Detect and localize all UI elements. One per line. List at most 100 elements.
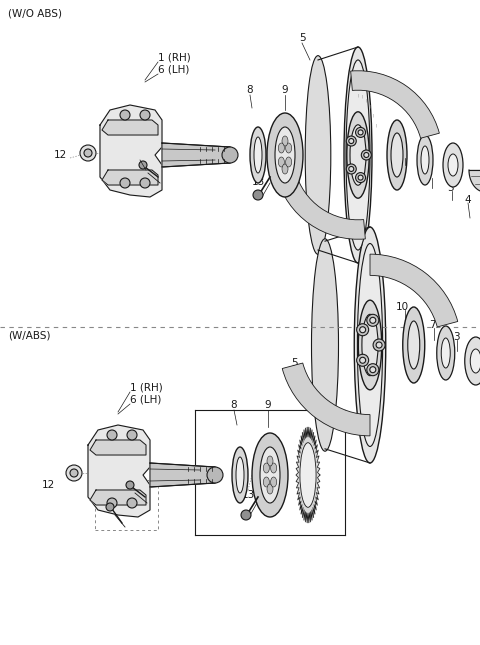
- Ellipse shape: [267, 484, 273, 494]
- Polygon shape: [162, 143, 230, 167]
- Circle shape: [357, 354, 369, 366]
- Ellipse shape: [387, 120, 407, 190]
- Text: 8: 8: [247, 85, 253, 95]
- Polygon shape: [469, 170, 480, 192]
- Ellipse shape: [312, 239, 338, 452]
- Ellipse shape: [260, 447, 280, 503]
- Ellipse shape: [347, 112, 369, 198]
- Text: 11: 11: [94, 498, 107, 508]
- Circle shape: [364, 152, 369, 157]
- Text: 5: 5: [299, 33, 305, 43]
- Polygon shape: [100, 105, 162, 197]
- Text: 13: 13: [252, 177, 264, 187]
- Ellipse shape: [275, 127, 295, 183]
- Ellipse shape: [254, 137, 262, 173]
- Text: |: |: [370, 105, 371, 109]
- Circle shape: [360, 327, 366, 333]
- Circle shape: [370, 367, 376, 373]
- Ellipse shape: [470, 349, 480, 373]
- Polygon shape: [296, 427, 320, 523]
- Ellipse shape: [282, 164, 288, 174]
- Circle shape: [127, 430, 137, 440]
- Polygon shape: [102, 170, 158, 185]
- Polygon shape: [90, 440, 146, 455]
- Circle shape: [66, 465, 82, 481]
- Circle shape: [70, 469, 78, 477]
- Ellipse shape: [358, 244, 383, 446]
- Circle shape: [106, 503, 114, 511]
- Wedge shape: [351, 71, 439, 138]
- Circle shape: [376, 342, 382, 348]
- Ellipse shape: [286, 157, 292, 167]
- Circle shape: [140, 178, 150, 188]
- Text: 1 (RH): 1 (RH): [130, 383, 163, 393]
- Wedge shape: [370, 254, 458, 327]
- Circle shape: [140, 110, 150, 120]
- Text: |: |: [366, 99, 367, 103]
- Circle shape: [107, 430, 117, 440]
- Circle shape: [373, 339, 385, 351]
- Circle shape: [139, 161, 147, 169]
- Circle shape: [346, 164, 356, 174]
- Text: 5: 5: [292, 358, 298, 368]
- Circle shape: [346, 136, 356, 146]
- Text: 2: 2: [137, 160, 144, 170]
- Circle shape: [241, 510, 251, 520]
- Circle shape: [207, 467, 223, 483]
- Text: 6 (LH): 6 (LH): [130, 395, 161, 405]
- Text: |: |: [361, 95, 363, 99]
- Ellipse shape: [441, 338, 450, 368]
- Text: 10: 10: [394, 150, 407, 160]
- Ellipse shape: [346, 60, 370, 250]
- Circle shape: [120, 110, 130, 120]
- Text: |: |: [357, 94, 359, 97]
- Circle shape: [120, 178, 130, 188]
- Ellipse shape: [443, 143, 463, 187]
- Circle shape: [349, 166, 354, 172]
- Circle shape: [361, 150, 372, 160]
- Ellipse shape: [465, 337, 480, 385]
- Ellipse shape: [267, 113, 303, 197]
- Circle shape: [358, 130, 363, 135]
- Polygon shape: [150, 463, 215, 487]
- Polygon shape: [102, 120, 158, 135]
- Text: 3: 3: [447, 183, 453, 193]
- Ellipse shape: [421, 146, 429, 174]
- Text: 4: 4: [465, 195, 471, 205]
- Ellipse shape: [282, 136, 288, 146]
- Text: |: |: [373, 114, 374, 117]
- Circle shape: [126, 481, 134, 489]
- Text: (W/ABS): (W/ABS): [8, 331, 50, 341]
- Ellipse shape: [278, 143, 284, 153]
- Circle shape: [367, 314, 379, 326]
- Text: 10: 10: [396, 302, 408, 312]
- Circle shape: [358, 175, 363, 180]
- Circle shape: [222, 147, 238, 163]
- Text: 12: 12: [41, 480, 55, 490]
- Ellipse shape: [271, 463, 276, 473]
- Text: 3: 3: [453, 332, 459, 342]
- Circle shape: [367, 364, 379, 375]
- Ellipse shape: [300, 442, 316, 508]
- Ellipse shape: [448, 154, 458, 176]
- Text: 12: 12: [53, 150, 67, 160]
- Circle shape: [360, 357, 366, 363]
- Ellipse shape: [286, 143, 292, 153]
- Ellipse shape: [264, 477, 269, 487]
- Text: (W/O ABS): (W/O ABS): [8, 8, 62, 18]
- Wedge shape: [282, 363, 370, 436]
- Ellipse shape: [403, 307, 425, 383]
- Circle shape: [349, 139, 354, 144]
- Ellipse shape: [344, 47, 372, 263]
- Text: |: |: [375, 123, 377, 127]
- Ellipse shape: [264, 463, 269, 473]
- Circle shape: [356, 128, 366, 137]
- Ellipse shape: [267, 456, 273, 466]
- Polygon shape: [88, 425, 150, 517]
- Text: 1 (RH): 1 (RH): [158, 53, 191, 63]
- Text: 4: 4: [473, 345, 480, 355]
- Ellipse shape: [236, 457, 244, 493]
- Circle shape: [80, 145, 96, 161]
- Circle shape: [356, 173, 366, 183]
- Circle shape: [107, 498, 117, 508]
